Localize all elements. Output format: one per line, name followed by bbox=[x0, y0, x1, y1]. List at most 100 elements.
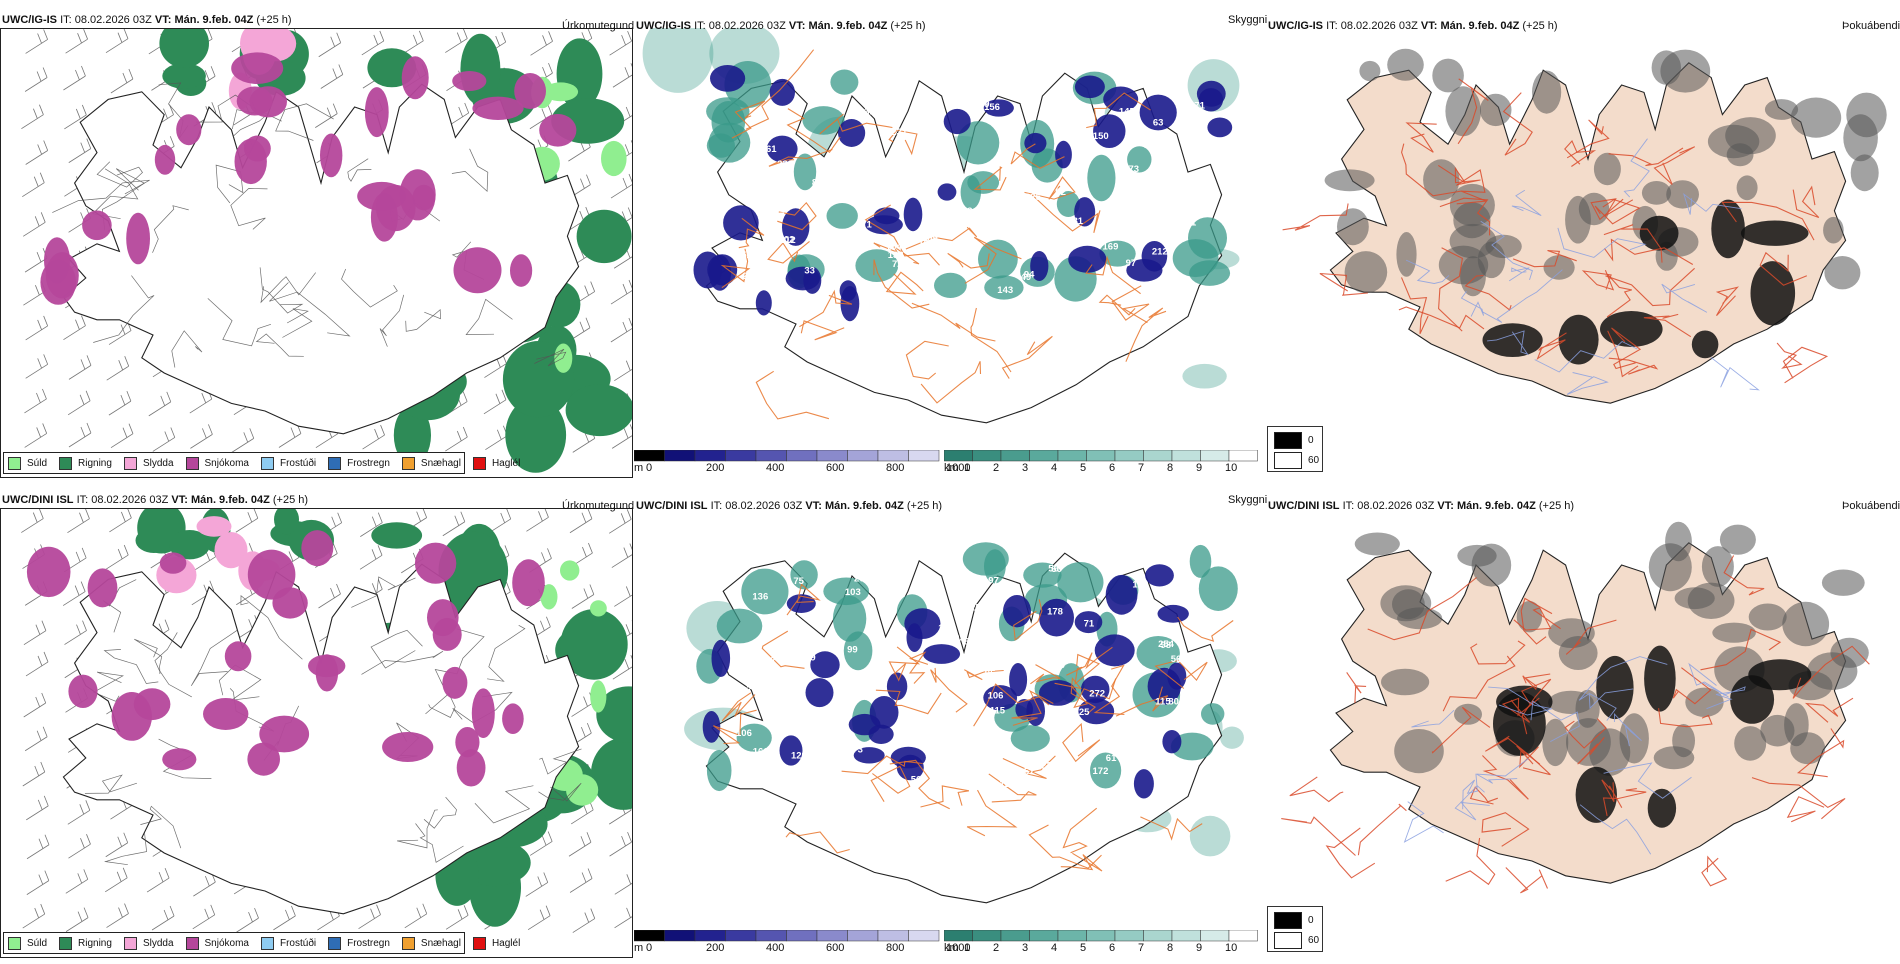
ceiling-tick: 600 bbox=[826, 942, 845, 954]
legend-item: Rigning bbox=[59, 456, 112, 470]
fog-dark-label: 0 bbox=[1308, 435, 1314, 446]
peak-value: 92 bbox=[1080, 763, 1091, 774]
peak-value: 378 bbox=[1150, 288, 1166, 299]
peak-value: 56 bbox=[1171, 654, 1182, 665]
peak-value: 50 bbox=[865, 286, 876, 297]
peak-value: 52 bbox=[1055, 187, 1066, 198]
visibility-tick: 10 bbox=[1225, 462, 1238, 474]
peak-value: 125 bbox=[1074, 707, 1091, 718]
legend-label: Frostregn bbox=[347, 457, 390, 469]
fog-light-swatch bbox=[1274, 452, 1302, 469]
peak-value: 172 bbox=[1093, 766, 1109, 777]
peak-value: 95 bbox=[985, 668, 996, 679]
ceiling-tick: 0 bbox=[646, 462, 653, 474]
legend-item: Haglél bbox=[472, 936, 520, 950]
peak-value: 102 bbox=[779, 235, 795, 246]
model-name: UWC/DINI ISL bbox=[1268, 500, 1340, 512]
precip-map bbox=[21, 509, 632, 933]
peak-value: 61 bbox=[1106, 753, 1117, 764]
visibility-tick: 1 bbox=[964, 942, 971, 954]
visibility-tick: 6 bbox=[1109, 462, 1116, 474]
peak-value: 567 bbox=[911, 774, 927, 785]
peak-value: 71 bbox=[1081, 105, 1092, 116]
model-run-title-2: UWC/IG-IS IT: 08.02.2026 03Z VT: Mán. 9.… bbox=[636, 20, 926, 33]
it-label: IT: bbox=[76, 494, 89, 506]
peak-value: 106 bbox=[736, 728, 752, 739]
peak-value: 134 bbox=[962, 206, 979, 217]
precip-panel-title: Úrkomutegund bbox=[562, 500, 635, 512]
peak-value: 71 bbox=[861, 220, 872, 231]
it-label: IT: bbox=[1342, 500, 1355, 512]
fog-dark-swatch bbox=[1274, 912, 1302, 929]
it-label: IT: bbox=[1326, 20, 1338, 32]
peak-value: 49 bbox=[812, 233, 823, 244]
vt-label: VT: Mán. 9.feb. 04Z bbox=[171, 494, 270, 506]
peak-value: 99 bbox=[847, 645, 858, 656]
peak-value: 74 bbox=[931, 589, 942, 600]
peak-value: 70 bbox=[1160, 137, 1171, 148]
legend-label: Súld bbox=[27, 937, 48, 949]
legend-label: Súld bbox=[27, 457, 48, 469]
peak-value: 115 bbox=[990, 705, 1006, 716]
legend-item: Slydda bbox=[123, 936, 174, 950]
peak-value: 79 bbox=[796, 631, 807, 642]
visibility-tick: 7 bbox=[1138, 942, 1145, 954]
peak-value: 169 bbox=[974, 99, 990, 110]
lead-time: (+25 h) bbox=[890, 20, 926, 32]
legend-item: Snæhagl bbox=[401, 456, 461, 470]
peak-value: 78 bbox=[1059, 753, 1070, 764]
peak-value: 67 bbox=[774, 211, 785, 222]
model-name: UWC/IG-IS bbox=[2, 14, 57, 26]
peak-value: 26 bbox=[1186, 147, 1197, 158]
visibility-tick: 8 bbox=[1167, 462, 1174, 474]
peak-value: 98 bbox=[1128, 174, 1139, 185]
legend-swatch bbox=[260, 936, 274, 950]
it-label: IT: bbox=[710, 500, 723, 512]
visibility-tick: 5 bbox=[1080, 942, 1087, 954]
fog-light-label: 60 bbox=[1308, 935, 1320, 946]
legend-swatch bbox=[8, 936, 21, 950]
visibility-unit: km bbox=[944, 942, 959, 954]
vt-label: VT: Mán. 9.feb. 04Z bbox=[805, 500, 904, 512]
cloud-map: 117 212 161 72 462 182 378 71 33 236 169 52 125 26 96 4… bbox=[642, 28, 1240, 424]
lead-time: (+25 h) bbox=[906, 500, 943, 512]
ceiling-tick: 200 bbox=[706, 942, 725, 954]
ceiling-tick: 200 bbox=[706, 462, 725, 474]
peak-value: 49 bbox=[1021, 272, 1032, 283]
peak-value: 96 bbox=[1144, 208, 1155, 219]
legend-swatch bbox=[328, 456, 342, 470]
visibility-tick: 2 bbox=[993, 462, 1000, 474]
cloud-panel-title: Skyggni bbox=[1228, 494, 1268, 506]
peak-value: 212 bbox=[1152, 247, 1168, 258]
peak-value: 182 bbox=[1176, 181, 1192, 192]
legend-swatch bbox=[59, 456, 73, 470]
lead-time: (+25 h) bbox=[256, 14, 292, 26]
peak-value: 72 bbox=[892, 259, 903, 270]
peak-value: 161 bbox=[761, 144, 778, 155]
precip-map bbox=[21, 29, 632, 473]
fog-map bbox=[1281, 521, 1870, 894]
model-run-title-3: UWC/IG-IS IT: 08.02.2026 03Z VT: Mán. 9.… bbox=[1268, 20, 1558, 33]
peak-value: 252 bbox=[970, 602, 986, 613]
peak-value: 145 bbox=[1119, 106, 1136, 117]
model-run-title-2: UWC/DINI ISL IT: 08.02.2026 03Z VT: Mán.… bbox=[636, 500, 942, 513]
fog-dark-label: 0 bbox=[1308, 915, 1314, 926]
model-run-title: UWC/IG-IS IT: 08.02.2026 03Z VT: Mán. 9.… bbox=[2, 14, 292, 27]
peak-value: 67 bbox=[1140, 754, 1151, 765]
precip-type-panel: Súld Rigning Slydda Snjókoma Frostúði Frostre… bbox=[0, 28, 633, 478]
legend-item: Snæhagl bbox=[401, 936, 461, 950]
peak-value: 45 bbox=[1144, 142, 1155, 153]
legend-swatch bbox=[185, 936, 199, 950]
legend-item: Frostúði bbox=[260, 936, 316, 950]
peak-value: 249 bbox=[731, 178, 747, 189]
peak-value: 107 bbox=[1140, 748, 1156, 759]
legend-label: Snjókoma bbox=[204, 457, 249, 469]
ceiling-tick: 600 bbox=[826, 462, 845, 474]
peak-value: 97 bbox=[988, 575, 999, 586]
peak-value: 291 bbox=[1158, 718, 1175, 729]
peak-value: 121 bbox=[814, 729, 831, 740]
peak-value: 318 bbox=[771, 705, 787, 716]
fog-map bbox=[1282, 48, 1887, 404]
peak-value: 101 bbox=[1117, 174, 1134, 185]
peak-value: 88 bbox=[812, 178, 823, 189]
